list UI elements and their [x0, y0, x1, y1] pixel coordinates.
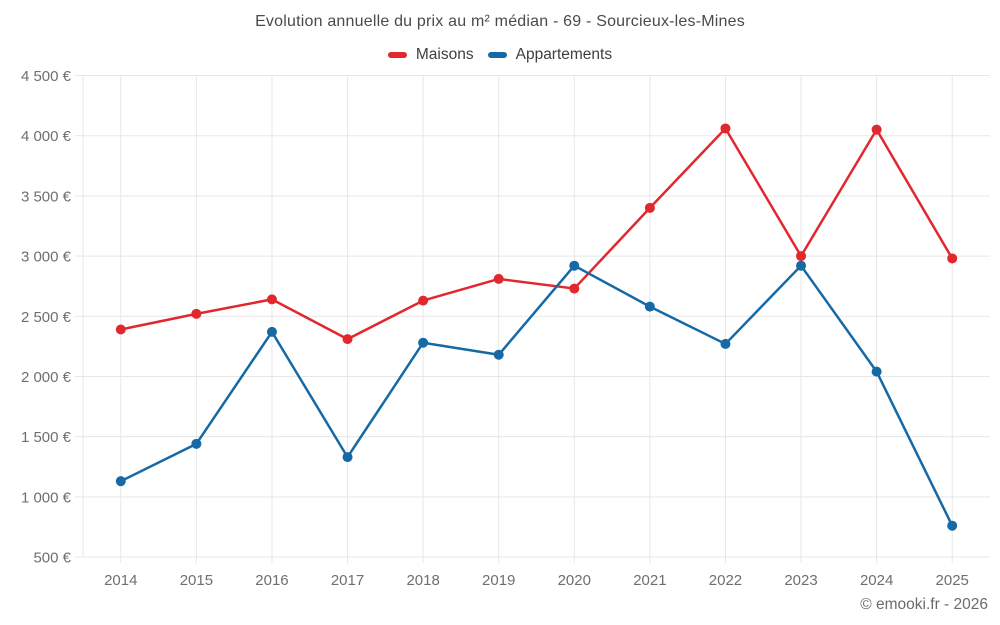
series-line-appartements[interactable]	[119, 264, 954, 527]
legend-label-maisons: Maisons	[415, 46, 474, 63]
data-point-appartements-2025[interactable]	[947, 520, 958, 531]
x-axis-tick-label: 2023	[784, 572, 817, 589]
y-axis-tick-label: 3 000 €	[21, 249, 72, 266]
series-line-maisons[interactable]	[119, 127, 954, 341]
data-point-maisons-2018[interactable]	[418, 295, 429, 306]
x-axis-tick-label: 2021	[633, 572, 666, 589]
data-point-appartements-2016[interactable]	[266, 326, 277, 337]
y-axis-tick-label: 2 000 €	[21, 369, 72, 386]
legend-swatch-maisons-icon	[387, 52, 407, 58]
data-point-appartements-2023[interactable]	[796, 260, 807, 271]
data-point-appartements-2020[interactable]	[569, 260, 580, 271]
y-axis-tick-label: 3 500 €	[21, 188, 72, 205]
legend-item-maisons[interactable]: Maisons	[387, 46, 474, 64]
data-point-appartements-2017[interactable]	[342, 452, 353, 463]
x-axis-tick-label: 2014	[104, 572, 137, 589]
chart-title: Evolution annuelle du prix au m² médian …	[255, 13, 745, 30]
x-axis-tick-label: 2024	[860, 572, 893, 589]
copyright-credit: © emooki.fr - 2026	[860, 596, 988, 613]
x-axis-tick-label: 2022	[709, 572, 742, 589]
data-point-appartements-2021[interactable]	[644, 301, 655, 312]
x-axis-tick-label: 2019	[482, 572, 515, 589]
x-axis-tick-label: 2015	[180, 572, 213, 589]
x-axis-tick-label: 2020	[558, 572, 591, 589]
data-point-maisons-2022[interactable]	[720, 123, 731, 134]
y-axis-tick-label: 4 000 €	[21, 128, 72, 145]
data-point-maisons-2015[interactable]	[191, 308, 202, 319]
data-point-maisons-2014[interactable]	[115, 324, 126, 335]
data-point-appartements-2019[interactable]	[493, 349, 504, 360]
data-point-appartements-2024[interactable]	[871, 366, 882, 377]
legend-swatch-appartements-icon	[487, 52, 507, 58]
legend-label-appartements: Appartements	[515, 46, 613, 63]
data-point-maisons-2024[interactable]	[871, 124, 882, 135]
legend-item-appartements[interactable]: Appartements	[487, 46, 613, 64]
data-point-maisons-2021[interactable]	[644, 202, 655, 213]
data-point-maisons-2019[interactable]	[493, 273, 504, 284]
data-point-appartements-2018[interactable]	[418, 337, 429, 348]
data-point-maisons-2023[interactable]	[796, 251, 807, 262]
y-axis-tick-label: 1 500 €	[21, 429, 72, 446]
data-point-maisons-2017[interactable]	[342, 334, 353, 345]
y-axis-tick-label: 500 €	[33, 550, 71, 567]
data-point-maisons-2025[interactable]	[947, 253, 958, 264]
x-axis-tick-label: 2017	[331, 572, 364, 589]
y-axis-tick-label: 4 500 €	[21, 68, 72, 85]
data-point-appartements-2014[interactable]	[115, 476, 126, 487]
data-point-appartements-2015[interactable]	[191, 438, 202, 449]
y-axis-tick-label: 2 500 €	[21, 309, 72, 326]
data-point-maisons-2016[interactable]	[266, 294, 277, 305]
x-axis-tick-label: 2025	[936, 572, 969, 589]
data-point-maisons-2020[interactable]	[569, 283, 580, 294]
chart-legend: Maisons Appartements	[0, 46, 1000, 64]
y-axis-tick-label: 1 000 €	[21, 489, 72, 506]
x-axis-tick-label: 2016	[255, 572, 288, 589]
x-axis-tick-label: 2018	[406, 572, 439, 589]
data-point-appartements-2022[interactable]	[720, 338, 731, 349]
